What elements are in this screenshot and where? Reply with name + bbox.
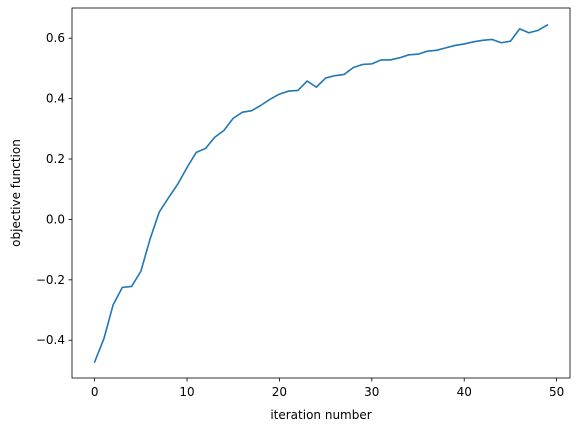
y-tick-label: 0.2 <box>46 152 65 166</box>
y-tick-label: 0.0 <box>46 212 65 226</box>
y-tick-label: 0.6 <box>46 31 65 45</box>
x-tick-label: 40 <box>457 385 472 399</box>
x-tick-label: 10 <box>179 385 194 399</box>
series-line-0 <box>93 23 549 364</box>
x-axis-label: iteration number <box>270 408 371 422</box>
x-tick-label: 0 <box>91 385 99 399</box>
y-tick-label: −0.4 <box>36 333 65 347</box>
plot-area <box>93 23 549 364</box>
x-tick-label: 30 <box>364 385 379 399</box>
y-tick-label: −0.2 <box>36 273 65 287</box>
y-tick-label: 0.4 <box>46 92 65 106</box>
y-axis-label: objective function <box>9 139 23 247</box>
x-tick-label: 50 <box>549 385 564 399</box>
x-tick-label: 20 <box>272 385 287 399</box>
axes-frame <box>71 7 571 379</box>
axis-ticks: 0 10 20 30 40 50 −0.4 −0.2 0.0 0.2 0.4 0.6 <box>36 31 564 399</box>
